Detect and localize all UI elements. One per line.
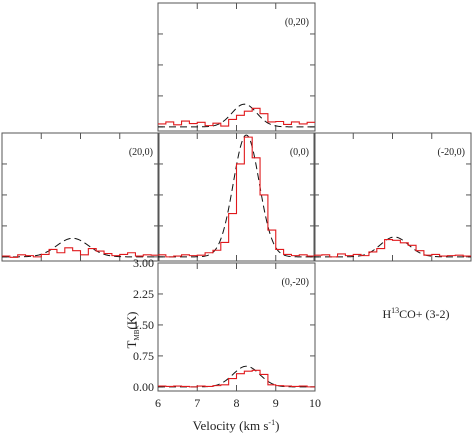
gaussian-fit-line xyxy=(314,236,471,258)
gaussian-fit-line xyxy=(2,237,159,258)
observed-spectrum-step xyxy=(158,136,315,258)
y-tick-label: 0.75 xyxy=(133,349,154,363)
y-axis-title-rest: (K) xyxy=(124,312,139,330)
y-tick-label: 2.25 xyxy=(133,287,154,301)
y-axis-title: TMB(K) xyxy=(124,312,141,349)
x-axis-title-close: ) xyxy=(275,418,279,433)
offset-label: (-20,0) xyxy=(438,147,466,158)
offset-label: (20,0) xyxy=(129,147,153,158)
spectrum-panel: (20,0) xyxy=(1,132,160,262)
offset-label: (0,20) xyxy=(285,17,309,28)
x-tick-label: 9 xyxy=(273,396,279,410)
gaussian-fit-line xyxy=(158,103,315,128)
spectrum-panel: (-20,0) xyxy=(313,132,472,262)
panels-layer: (0,20) (20,0) (0,0) (-20,0) (0,-20) 6 7 8 9 10 0.0… xyxy=(1,2,472,410)
observed-spectrum-step xyxy=(158,369,315,388)
molecular-line-label: H13CO+ (3-2) xyxy=(382,306,449,321)
x-tick-label: 6 xyxy=(155,396,161,410)
x-axis-title-base: Velocity (km s xyxy=(193,418,269,433)
y-tick-label: 3.00 xyxy=(133,256,154,270)
spectrum-panel: (0,20) xyxy=(157,2,316,132)
y-axis-title-base: T xyxy=(124,340,139,348)
y-axis-title-sub: MB xyxy=(133,329,141,340)
spectrum-panel: (0,0) xyxy=(157,132,316,262)
svg-text:TMB(K): TMB(K) xyxy=(124,312,141,349)
y-tick-label: 0.00 xyxy=(133,380,154,394)
offset-label: (0,0) xyxy=(290,147,309,158)
line-label-base: H xyxy=(382,307,391,321)
observed-spectrum-step xyxy=(2,247,159,258)
line-label-sup: 13 xyxy=(391,306,399,315)
x-axis-title: Velocity (km s-1) xyxy=(193,418,280,433)
y-tick-label: 1.50 xyxy=(133,318,154,332)
x-tick-label: 8 xyxy=(234,396,240,410)
spectrum-panel: (0,-20) xyxy=(157,262,316,392)
observed-spectrum-step xyxy=(158,107,315,127)
observed-spectrum-step xyxy=(314,238,471,258)
x-tick-label: 7 xyxy=(194,396,200,410)
offset-label: (0,-20) xyxy=(282,277,310,288)
x-tick-label: 10 xyxy=(309,396,321,410)
line-label-rest: CO+ (3-2) xyxy=(399,307,449,321)
x-axis-title-sup: -1 xyxy=(268,418,275,427)
